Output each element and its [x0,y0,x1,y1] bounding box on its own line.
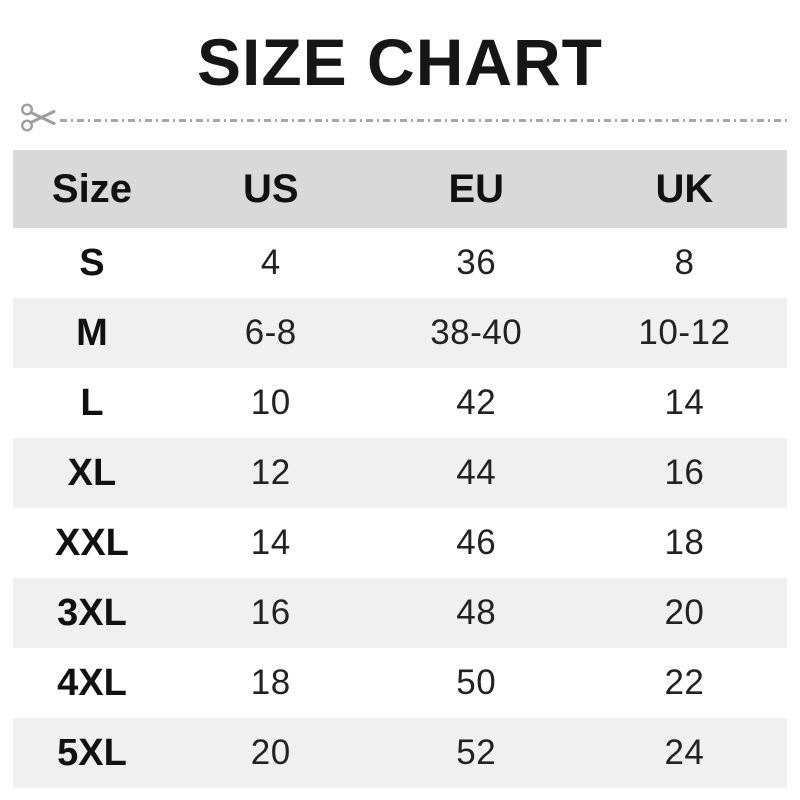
eu-value-cell: 44 [456,453,497,492]
size-label-cell: XXL [54,521,129,564]
table-row: 3XL 16 48 20 [13,578,787,648]
eu-value-cell: 42 [456,383,497,422]
size-label-cell: L [80,381,104,424]
eu-value-cell: 38-40 [430,313,523,352]
scissors-icon [20,101,57,139]
us-value-cell: 16 [250,593,291,632]
us-value-cell: 18 [250,663,291,702]
size-label-cell: S [79,241,105,284]
us-value-cell: 12 [250,453,291,492]
column-header-eu: EU [448,166,505,211]
table-row: XL 12 44 16 [13,438,787,508]
eu-value-cell: 36 [456,243,497,282]
eu-value-cell: 50 [456,663,497,702]
uk-value-cell: 24 [664,733,705,772]
size-label-cell: 5XL [57,731,127,774]
uk-value-cell: 8 [674,243,695,282]
size-label-cell: M [76,311,108,354]
column-header-uk: UK [655,166,714,211]
size-label-cell: 4XL [57,661,127,704]
column-header-size: Size [51,166,132,211]
eu-value-cell: 48 [456,593,497,632]
us-value-cell: 10 [250,383,291,422]
table-row: M 6-8 38-40 10-12 [13,298,787,368]
size-label-cell: 3XL [57,591,127,634]
uk-value-cell: 18 [664,523,705,562]
uk-value-cell: 14 [664,383,705,422]
uk-value-cell: 22 [664,663,705,702]
eu-value-cell: 46 [456,523,497,562]
table-row: S 4 36 8 [13,228,787,298]
dashed-cut-line [60,118,790,122]
us-value-cell: 4 [260,243,281,282]
table-row: 4XL 18 50 22 [13,648,787,718]
uk-value-cell: 20 [664,593,705,632]
size-chart-table: Size US EU UK S 4 36 8 M 6-8 38-40 10-12… [13,150,787,788]
size-label-cell: XL [67,451,117,494]
column-header-us: US [242,166,299,211]
us-value-cell: 6-8 [244,313,297,352]
table-row: XXL 14 46 18 [13,508,787,578]
us-value-cell: 14 [250,523,291,562]
page-title: SIZE CHART [197,25,603,99]
us-value-cell: 20 [250,733,291,772]
table-row: 5XL 20 52 24 [13,718,787,788]
uk-value-cell: 10-12 [638,313,731,352]
table-row: L 10 42 14 [13,368,787,438]
eu-value-cell: 52 [456,733,497,772]
cut-line [0,100,800,140]
uk-value-cell: 16 [664,453,705,492]
table-header-row: Size US EU UK [13,150,787,228]
